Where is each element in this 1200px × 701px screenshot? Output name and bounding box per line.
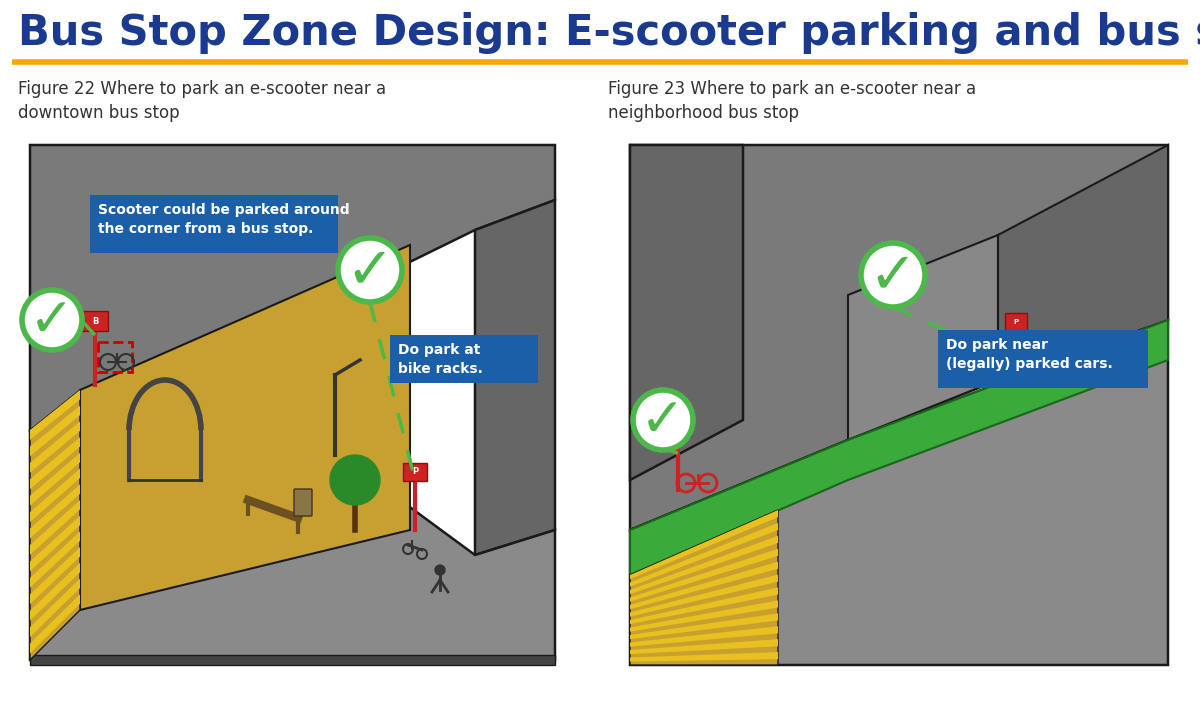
Polygon shape bbox=[630, 626, 778, 646]
Polygon shape bbox=[630, 562, 778, 609]
FancyBboxPatch shape bbox=[294, 489, 312, 516]
Polygon shape bbox=[30, 563, 80, 620]
Polygon shape bbox=[630, 613, 778, 639]
Polygon shape bbox=[30, 655, 554, 665]
FancyBboxPatch shape bbox=[403, 463, 427, 481]
Polygon shape bbox=[630, 145, 743, 480]
Polygon shape bbox=[630, 510, 778, 665]
FancyBboxPatch shape bbox=[390, 335, 538, 383]
Polygon shape bbox=[630, 652, 778, 662]
Polygon shape bbox=[80, 245, 410, 610]
Polygon shape bbox=[630, 575, 778, 617]
Text: ✓: ✓ bbox=[346, 243, 394, 299]
Polygon shape bbox=[630, 587, 778, 624]
Text: ✓: ✓ bbox=[641, 395, 685, 447]
Polygon shape bbox=[998, 145, 1168, 380]
Circle shape bbox=[22, 290, 82, 350]
Polygon shape bbox=[30, 516, 80, 571]
Polygon shape bbox=[30, 578, 80, 637]
Circle shape bbox=[436, 565, 445, 575]
FancyBboxPatch shape bbox=[90, 195, 338, 253]
FancyBboxPatch shape bbox=[1006, 313, 1027, 331]
Polygon shape bbox=[30, 500, 80, 555]
Text: B: B bbox=[92, 316, 98, 325]
Text: P: P bbox=[1014, 319, 1019, 325]
Polygon shape bbox=[30, 453, 80, 505]
Polygon shape bbox=[30, 547, 80, 604]
Text: Do park at
bike racks.: Do park at bike racks. bbox=[398, 343, 482, 376]
Polygon shape bbox=[630, 639, 778, 654]
Polygon shape bbox=[30, 437, 80, 489]
Polygon shape bbox=[30, 421, 80, 472]
Text: Figure 23 Where to park an e-scooter near a
neighborhood bus stop: Figure 23 Where to park an e-scooter nea… bbox=[608, 80, 976, 121]
Text: P: P bbox=[412, 468, 418, 477]
Text: ✓: ✓ bbox=[869, 247, 917, 304]
Polygon shape bbox=[630, 536, 778, 594]
Text: Figure 22 Where to park an e-scooter near a
downtown bus stop: Figure 22 Where to park an e-scooter nea… bbox=[18, 80, 386, 121]
Polygon shape bbox=[30, 468, 80, 522]
Text: Bus Stop Zone Design: E-scooter parking and bus stops: Bus Stop Zone Design: E-scooter parking … bbox=[18, 12, 1200, 54]
Circle shape bbox=[338, 238, 402, 302]
Text: Do park near
(legally) parked cars.: Do park near (legally) parked cars. bbox=[946, 338, 1112, 371]
Polygon shape bbox=[630, 523, 778, 587]
Polygon shape bbox=[630, 320, 1168, 665]
Polygon shape bbox=[30, 390, 80, 440]
Polygon shape bbox=[848, 235, 998, 440]
FancyBboxPatch shape bbox=[665, 416, 691, 436]
Polygon shape bbox=[630, 549, 778, 601]
Polygon shape bbox=[30, 390, 80, 660]
Text: B: B bbox=[674, 421, 682, 430]
FancyBboxPatch shape bbox=[938, 330, 1148, 388]
Polygon shape bbox=[30, 145, 554, 430]
Polygon shape bbox=[30, 360, 554, 660]
Polygon shape bbox=[30, 484, 80, 538]
Circle shape bbox=[862, 243, 925, 307]
Circle shape bbox=[634, 390, 694, 450]
FancyBboxPatch shape bbox=[82, 311, 108, 331]
Polygon shape bbox=[630, 320, 1168, 575]
Polygon shape bbox=[30, 406, 80, 456]
Circle shape bbox=[330, 455, 380, 505]
Text: Scooter could be parked around
the corner from a bus stop.: Scooter could be parked around the corne… bbox=[98, 203, 349, 236]
Text: ✓: ✓ bbox=[29, 295, 74, 347]
Polygon shape bbox=[30, 531, 80, 587]
Polygon shape bbox=[630, 145, 1168, 530]
Polygon shape bbox=[630, 601, 778, 632]
Polygon shape bbox=[475, 200, 554, 555]
Polygon shape bbox=[30, 594, 80, 653]
Polygon shape bbox=[630, 510, 778, 579]
